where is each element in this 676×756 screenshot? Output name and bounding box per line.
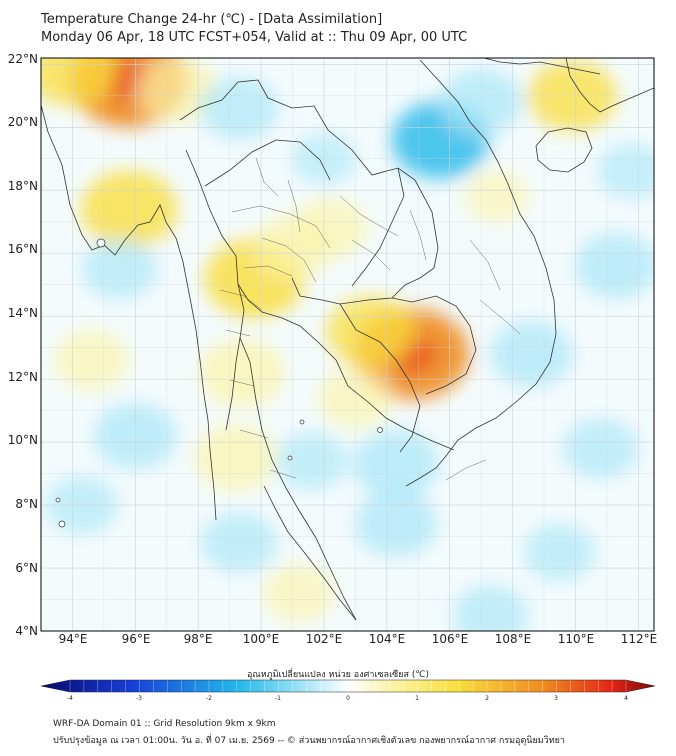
- cooling-anomaly: [489, 320, 573, 388]
- colorbar-tick-label: -3: [136, 695, 142, 702]
- cooling-anomaly: [352, 429, 440, 499]
- lon-label: 94°E: [58, 632, 88, 646]
- lat-label: 12°N: [7, 370, 38, 384]
- cooling-anomaly: [574, 232, 654, 299]
- cooling-anomaly: [452, 584, 529, 631]
- lon-label: 106°E: [431, 632, 469, 646]
- warming-anomaly: [464, 170, 530, 223]
- coastline-borders: [41, 58, 654, 621]
- lat-label: 14°N: [7, 306, 38, 320]
- province-boundaries: [219, 157, 521, 481]
- warming-anomaly: [134, 58, 218, 123]
- lat-lon-grid: [41, 58, 654, 631]
- cooling-anomaly: [275, 431, 348, 490]
- cooling-anomaly: [354, 490, 438, 558]
- lon-label: 110°E: [557, 632, 595, 646]
- colorbar-tick-label: 4: [624, 695, 628, 702]
- footer-model-info: WRF-DA Domain 01 :: Grid Resolution 9km …: [53, 719, 276, 729]
- footer-credit: ปรับปรุงข้อมูล ณ เวลา 01:00น. วัน อ. ที่…: [53, 736, 565, 746]
- map-title: Temperature Change 24-hr (℃) - [Data Ass…: [41, 12, 383, 27]
- warming-anomaly: [198, 338, 286, 408]
- colorbar-tick-label: 2: [485, 695, 489, 702]
- temperature-anomaly-field: [41, 58, 654, 631]
- lat-label: 16°N: [7, 242, 38, 256]
- colorbar-tick-label: -4: [67, 695, 73, 702]
- warming-anomaly: [326, 295, 417, 368]
- lat-label: 4°N: [15, 624, 38, 638]
- warming-anomaly: [292, 197, 369, 259]
- colorbar-tick-label: 3: [554, 695, 558, 702]
- warming-anomaly: [262, 564, 336, 623]
- colorbar-tick-label: -2: [206, 695, 212, 702]
- lat-label: 18°N: [7, 179, 38, 193]
- islands: [55, 238, 383, 528]
- cooling-anomaly: [81, 238, 158, 300]
- warming-anomaly: [194, 424, 278, 492]
- lon-label: 102°E: [305, 632, 343, 646]
- cooling-anomaly: [562, 417, 639, 479]
- lat-label: 8°N: [15, 497, 38, 511]
- lon-label: 100°E: [242, 632, 280, 646]
- cooling-anomaly: [523, 523, 596, 582]
- colorbar-tick-label: 1: [415, 695, 419, 702]
- lon-label: 108°E: [494, 632, 532, 646]
- cooling-anomaly: [199, 76, 279, 141]
- lon-label: 96°E: [121, 632, 151, 646]
- map-subtitle: Monday 06 Apr, 18 UTC FCST+054, Valid at…: [41, 30, 468, 45]
- colorbar-tick-label: -1: [275, 695, 281, 702]
- lat-label: 6°N: [15, 561, 38, 575]
- cooling-anomaly: [201, 512, 278, 574]
- colorbar-title: อุณหภูมิเปลี่ยนแปลง หน่วย องศาเซลเซียส (…: [246, 670, 430, 680]
- lon-label: 112°E: [620, 632, 658, 646]
- warming-anomaly: [80, 170, 178, 248]
- colorbar: [40, 679, 656, 693]
- warming-anomaly: [41, 58, 118, 107]
- lat-label: 22°N: [7, 52, 38, 66]
- lat-label: 10°N: [7, 433, 38, 447]
- colorbar-tick-marks: [69, 680, 627, 692]
- warming-anomaly: [53, 329, 130, 391]
- lon-label: 104°E: [368, 632, 406, 646]
- map-frame: [40, 57, 655, 632]
- colorbar-tick-label: 0: [346, 695, 350, 702]
- lat-label: 20°N: [7, 115, 38, 129]
- cooling-anomaly: [597, 143, 654, 199]
- lon-label: 98°E: [183, 632, 213, 646]
